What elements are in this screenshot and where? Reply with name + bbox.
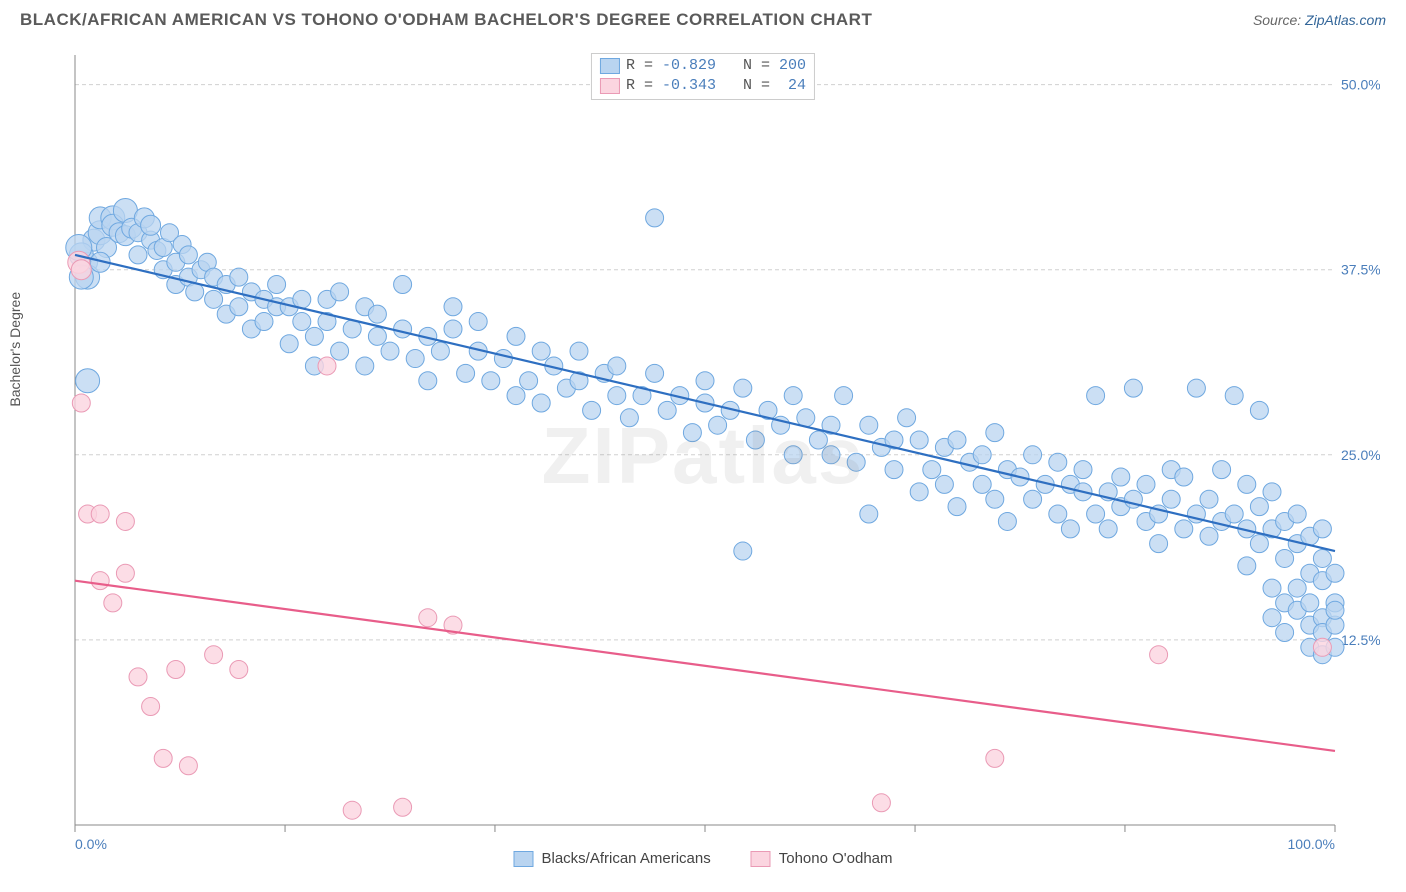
- stats-row: R = -0.343 N = 24: [600, 76, 806, 96]
- legend-item: Tohono O'odham: [751, 850, 893, 867]
- svg-text:12.5%: 12.5%: [1341, 632, 1380, 648]
- y-axis-label: Bachelor's Degree: [7, 292, 23, 407]
- legend-swatch: [600, 78, 620, 94]
- svg-text:37.5%: 37.5%: [1341, 262, 1380, 278]
- legend-swatch: [751, 851, 771, 867]
- chart-title: BLACK/AFRICAN AMERICAN VS TOHONO O'ODHAM…: [20, 10, 872, 30]
- stats-legend: R = -0.829 N = 200R = -0.343 N = 24: [591, 53, 815, 100]
- legend-item: Blacks/African Americans: [513, 850, 710, 867]
- source-attribution: Source: ZipAtlas.com: [1253, 12, 1386, 28]
- bottom-legend: Blacks/African Americans Tohono O'odham: [513, 850, 892, 867]
- legend-swatch: [513, 851, 533, 867]
- source-link[interactable]: ZipAtlas.com: [1305, 12, 1386, 28]
- svg-text:50.0%: 50.0%: [1341, 77, 1380, 93]
- svg-text:25.0%: 25.0%: [1341, 447, 1380, 463]
- chart-container: Bachelor's Degree ZIPatlas 12.5%25.0%37.…: [20, 45, 1386, 867]
- legend-swatch: [600, 58, 620, 74]
- svg-text:100.0%: 100.0%: [1288, 836, 1335, 852]
- stats-row: R = -0.829 N = 200: [600, 56, 806, 76]
- scatter-chart: 12.5% 25.0% 37.5% 50.0% 0.0% 100.0%: [20, 45, 1380, 865]
- svg-text:0.0%: 0.0%: [75, 836, 107, 852]
